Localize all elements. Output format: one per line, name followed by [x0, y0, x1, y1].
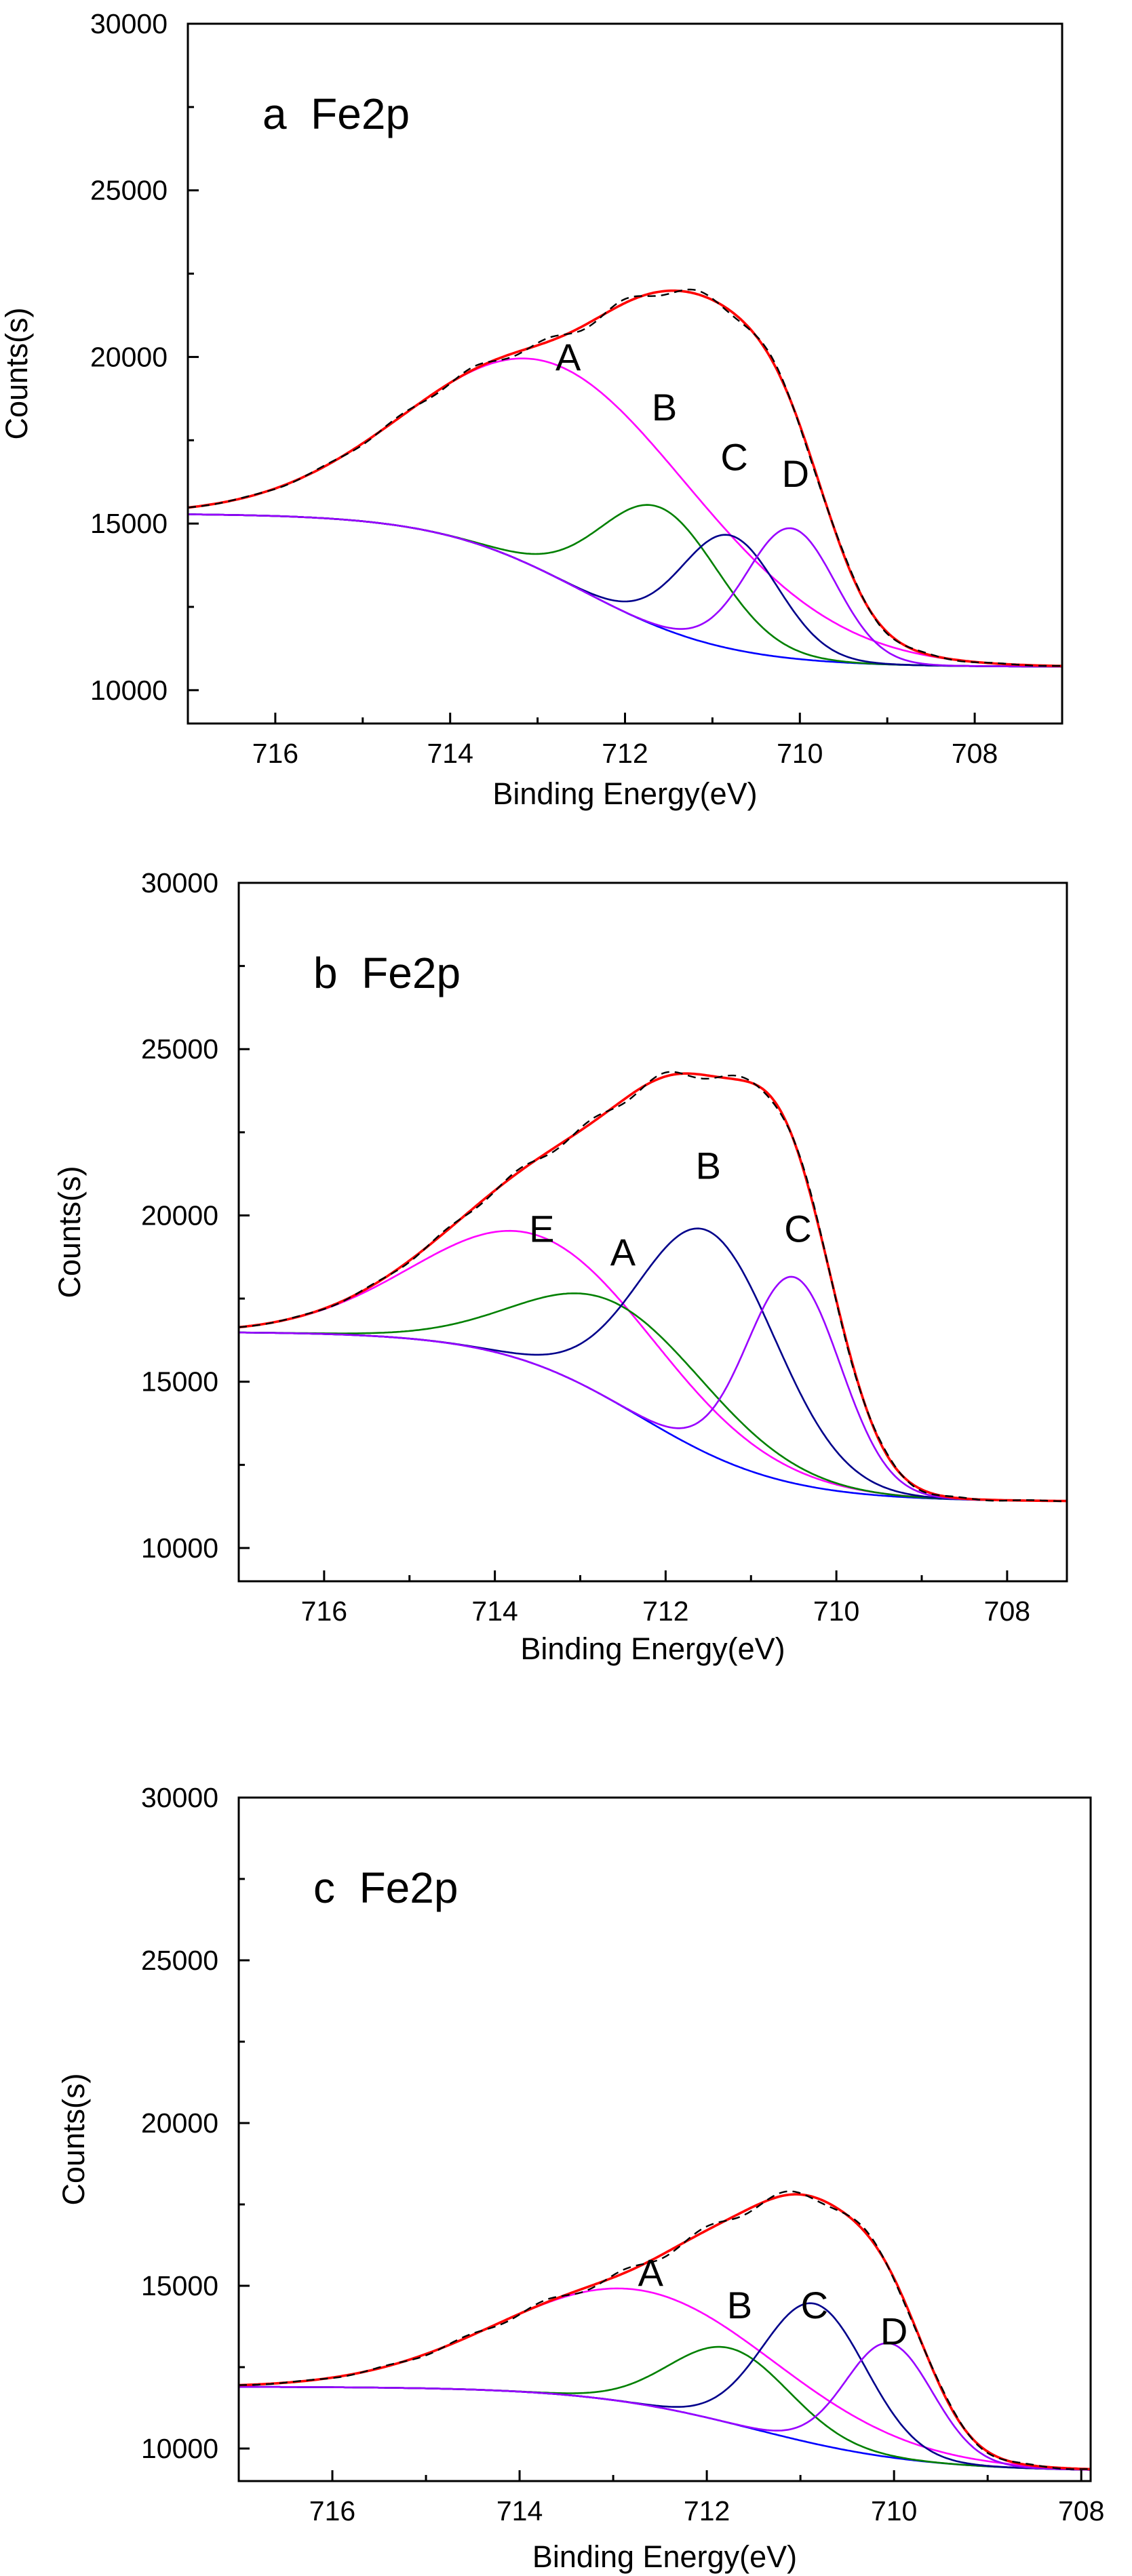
envelope-curve — [239, 2193, 1091, 2471]
y-tick-label: 10000 — [90, 675, 168, 706]
y-tick-label: 20000 — [141, 2107, 218, 2139]
x-tick-label: 710 — [777, 738, 823, 769]
peak-curve-d — [188, 513, 1062, 668]
y-tick-label: 25000 — [90, 175, 168, 206]
peak-curve-e — [239, 1229, 1067, 1502]
envelope-curve — [188, 289, 1062, 667]
x-tick-label: 708 — [984, 1596, 1030, 1627]
y-tick-label: 15000 — [141, 1366, 218, 1398]
peak-curve-c — [188, 513, 1062, 668]
y-tick-label: 30000 — [90, 8, 168, 39]
peak-curve-c — [239, 2302, 1091, 2471]
x-tick-label: 712 — [684, 2495, 730, 2527]
peak-label-c: C — [720, 436, 747, 479]
x-tick-label: 712 — [642, 1596, 688, 1627]
y-tick-label: 25000 — [141, 1945, 218, 1976]
plot-area — [239, 1071, 1067, 1503]
x-axis-title: Binding Energy(eV) — [532, 2539, 797, 2574]
peak-label-c: C — [784, 1208, 811, 1250]
y-tick-label: 20000 — [141, 1200, 218, 1231]
peak-curve-a — [239, 2287, 1091, 2470]
peak-label-c: C — [801, 2284, 828, 2326]
x-tick-label: 710 — [813, 1596, 859, 1627]
peak-curve-c — [239, 1275, 1067, 1502]
plot-frame — [237, 1796, 1092, 2482]
raw-data-curve — [239, 2190, 1091, 2470]
plot-area — [188, 288, 1062, 668]
x-tick-label: 714 — [427, 738, 473, 769]
envelope-curve — [239, 1072, 1067, 1503]
y-tick-label: 15000 — [141, 2270, 218, 2301]
y-tick-label: 15000 — [90, 508, 168, 539]
background-line — [188, 513, 1062, 668]
raw-data-curve — [188, 288, 1062, 667]
chart-panel-2: 716 714 712 710 708 10000 15000 20000 25000 30000… — [52, 867, 1068, 1666]
x-tick-label: 708 — [1058, 2495, 1104, 2527]
x-tick-label: 714 — [471, 1596, 518, 1627]
background-line — [239, 1331, 1067, 1502]
y-tick-label: 10000 — [141, 1532, 218, 1564]
panel-title: c Fe2p — [313, 1863, 458, 1912]
raw-data-curve — [239, 1071, 1067, 1503]
y-tick-label: 20000 — [90, 341, 168, 372]
peak-label-b: B — [652, 386, 677, 429]
panel-title: a Fe2p — [262, 90, 410, 138]
chart-panel-1: 716 714 712 710 708 10000 15000 20000 25000 30000… — [0, 8, 1063, 811]
y-tick-label: 30000 — [141, 1782, 218, 1813]
y-tick-label: 10000 — [141, 2433, 218, 2464]
x-axis-title: Binding Energy(eV) — [520, 1631, 785, 1666]
peak-curve-d — [239, 2342, 1091, 2471]
y-axis-title: Counts(s) — [52, 1166, 87, 1298]
plot-frame — [237, 881, 1068, 1583]
peak-label-a: A — [610, 1231, 636, 1273]
y-axis-title: Counts(s) — [0, 307, 34, 439]
peak-label-b: B — [727, 2284, 752, 2326]
peak-label-a: A — [638, 2251, 664, 2294]
x-tick-label: 714 — [496, 2495, 543, 2527]
chart-panel-3: 716 714 712 710 708 10000 15000 20000 25000 30000… — [56, 1782, 1104, 2574]
peak-label-d: D — [880, 2310, 907, 2352]
x-tick-label: 708 — [952, 738, 998, 769]
peak-label-b: B — [696, 1145, 721, 1187]
plot-area — [239, 2190, 1091, 2471]
y-tick-label: 25000 — [141, 1033, 218, 1065]
peak-label-d: D — [782, 452, 809, 495]
peak-curve-a — [239, 1292, 1067, 1502]
peak-label-e: E — [529, 1208, 554, 1250]
peak-curve-b — [188, 504, 1062, 668]
x-tick-label: 716 — [252, 738, 298, 769]
y-tick-label: 30000 — [141, 867, 218, 898]
peak-curve-b — [239, 1227, 1067, 1502]
panel-title: b Fe2p — [313, 949, 461, 997]
x-tick-label: 712 — [602, 738, 648, 769]
x-tick-label: 716 — [309, 2495, 355, 2527]
x-axis-title: Binding Energy(eV) — [492, 776, 757, 811]
y-axis-title: Counts(s) — [56, 2073, 91, 2205]
x-tick-label: 716 — [301, 1596, 347, 1627]
x-tick-label: 710 — [871, 2495, 917, 2527]
peak-label-a: A — [555, 336, 581, 378]
